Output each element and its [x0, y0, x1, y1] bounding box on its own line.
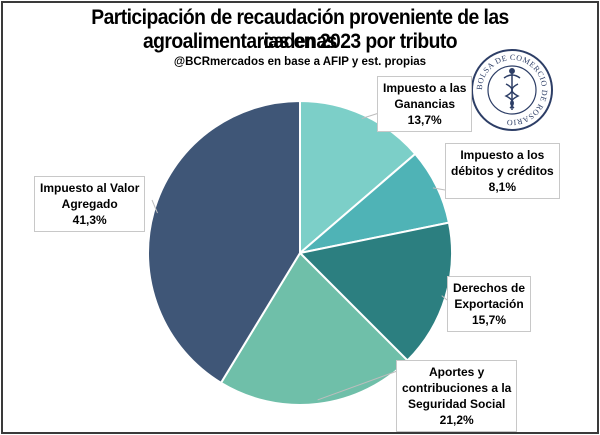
slice-label-line: Impuesto a las — [383, 81, 467, 95]
slice-label-line: Aportes y — [429, 365, 485, 379]
slice-label-line: Impuesto a los — [460, 148, 545, 162]
slice-label-line: Exportación — [454, 297, 524, 311]
slice-label-line: Seguridad Social — [408, 397, 506, 411]
slice-label-debitos-creditos: Impuesto a los débitos y créditos 8,1% — [445, 143, 560, 199]
slice-label-line: Ganancias — [394, 97, 456, 111]
leader-line — [151, 199, 158, 214]
pie-slice-ganancias — [299, 99, 417, 256]
bcr-logo-seal: BOLSA DE COMERCIO DE ROSARIO — [471, 49, 553, 131]
slice-label-line: Impuesto al Valor — [40, 181, 140, 195]
slice-label-value: 15,7% — [472, 313, 507, 327]
slice-label-value: 41,3% — [72, 213, 107, 227]
slice-label-iva: Impuesto al Valor Agregado 41,3% — [34, 176, 146, 232]
slice-label-ganancias: Impuesto a las Ganancias 13,7% — [377, 76, 473, 132]
slice-label-value: 8,1% — [488, 180, 517, 194]
slice-label-seguridad-social: Aportes y contribuciones a la Seguridad … — [396, 360, 518, 432]
leader-line — [441, 295, 448, 301]
slice-label-derechos-exportacion: Derechos de Exportación 15,7% — [447, 276, 532, 332]
pie-slice-seguridad-social — [219, 251, 409, 406]
leader-line — [317, 369, 401, 401]
caduceus-icon — [503, 68, 521, 110]
chart-title-line2: agroalimentarias en 2023 por tributo — [142, 30, 458, 53]
slice-label-line: débitos y créditos — [451, 164, 554, 178]
slice-label-line: contribuciones a la — [402, 381, 512, 395]
slice-label-value: 13,7% — [407, 113, 442, 127]
slice-label-line: Derechos de — [453, 281, 526, 295]
leader-line — [432, 187, 446, 191]
slice-label-line: Agregado — [61, 197, 118, 211]
pie-slice-iva — [147, 99, 301, 385]
chart-title-line1: Participación de recaudación proveniente… — [91, 6, 509, 53]
chart-subtitle: @BCRmercados en base a AFIP y est. propi… — [173, 56, 427, 68]
slice-label-value: 21,2% — [439, 413, 474, 427]
pie-slice-derechos-exportacion — [297, 221, 453, 362]
